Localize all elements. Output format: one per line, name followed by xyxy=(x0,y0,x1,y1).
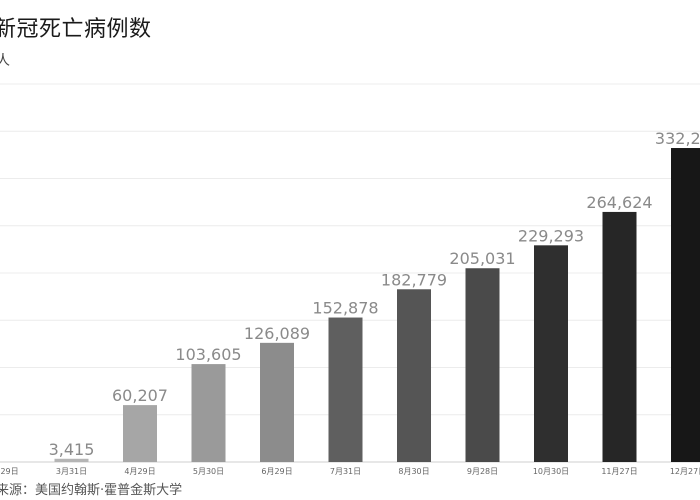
chart-source: 来源：美国约翰斯·霍普金斯大学 xyxy=(0,483,183,498)
value-label: 60,207 xyxy=(112,386,168,405)
value-label: 126,089 xyxy=(244,324,310,343)
value-labels: 3,41560,207103,605126,089152,878182,7792… xyxy=(49,129,700,459)
chart-title: 新冠死亡病例数 xyxy=(0,17,152,42)
bars xyxy=(0,148,700,462)
value-label: 229,293 xyxy=(518,226,584,245)
x-tick-label: 12月27日 xyxy=(670,467,700,476)
value-label: 152,878 xyxy=(312,299,378,318)
bar xyxy=(191,364,226,462)
value-label: 182,779 xyxy=(381,270,447,289)
x-tick-label: 4月29日 xyxy=(124,467,155,476)
bar xyxy=(260,342,294,462)
value-label: 205,031 xyxy=(449,249,515,268)
x-tick-labels: 2月29日 3月31日 4月29日 5月30日 6月29日 7月31日 8月30日 9月28日… xyxy=(0,467,700,476)
bar xyxy=(465,268,500,462)
x-tick-label: 8月30日 xyxy=(398,467,429,476)
bar xyxy=(397,289,431,462)
value-label: 103,605 xyxy=(175,345,241,364)
x-tick-label: 5月30日 xyxy=(193,467,224,476)
value-label: 3,415 xyxy=(49,440,95,459)
x-tick-label: 3月31日 xyxy=(56,467,87,476)
bar xyxy=(54,458,89,462)
x-tick-label: 9月28日 xyxy=(467,467,498,476)
x-tick-label: 11月27日 xyxy=(601,467,637,476)
chart-unit-label: 人 xyxy=(0,53,10,69)
bar xyxy=(602,211,637,462)
x-tick-label: 7月31日 xyxy=(330,467,361,476)
bar xyxy=(123,405,157,462)
bar xyxy=(328,317,363,462)
bar xyxy=(534,245,568,462)
bar xyxy=(671,148,700,462)
value-label: 332,251 xyxy=(655,129,700,148)
x-tick-label: 6月29日 xyxy=(261,467,292,476)
x-tick-label: 10月30日 xyxy=(533,467,569,476)
x-tick-label: 2月29日 xyxy=(0,467,19,476)
gridlines xyxy=(0,83,700,463)
value-label: 264,624 xyxy=(586,193,652,212)
